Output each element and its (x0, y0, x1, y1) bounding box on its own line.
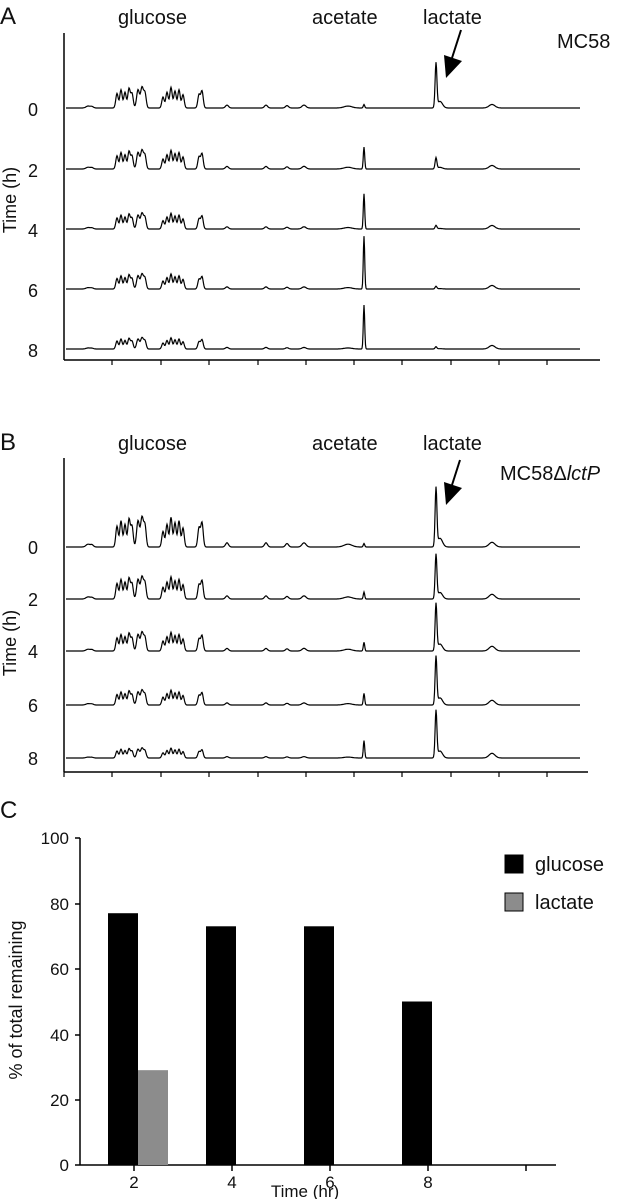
chart-bars (108, 913, 432, 1165)
panel-a-acetate-label: acetate (312, 7, 378, 29)
panel-b-time-labels: 0 2 4 6 8 (28, 538, 38, 769)
panel-a-lactate-arrow (444, 29, 462, 78)
panel-b: B glucose acetate lactate MC58ΔlctP Time… (0, 429, 601, 777)
panel-b-trace-8h (66, 709, 580, 759)
chart-y-tick-label: 20 (50, 1091, 69, 1110)
chart-y-tick-label: 0 (60, 1156, 69, 1175)
panel-b-strain-italic: lctP (567, 463, 601, 485)
panel-a-traces (66, 62, 580, 350)
legend-swatch-lactate (504, 892, 524, 912)
panel-a-trace-0h (66, 62, 580, 109)
panel-b-x-ticks (63, 772, 548, 777)
chart-y-tick-labels: 0 20 40 60 80 100 (41, 829, 69, 1175)
chart-x-tick-label: 8 (423, 1173, 432, 1192)
panel-a-letter: A (0, 3, 16, 30)
chart-x-tick-label: 6 (325, 1173, 334, 1192)
panel-b-letter: B (0, 429, 16, 456)
panel-b-trace-4h (66, 602, 580, 652)
panel-b-time-label-8: 8 (28, 749, 38, 769)
chart-y-tick-label: 100 (41, 829, 69, 848)
panel-a-trace-2h (66, 146, 580, 170)
bar-glucose-6 (304, 926, 334, 1165)
chart-x-ticks (133, 1165, 527, 1171)
panel-a-trace-8h (66, 304, 580, 350)
panel-a-trace-6h (66, 236, 580, 290)
panel-b-time-label-4: 4 (28, 642, 38, 662)
panel-b-trace-6h (66, 655, 580, 706)
panel-b-trace-2h (66, 553, 580, 600)
chart-legend: glucose lactate (504, 854, 604, 914)
bar-glucose-4 (206, 926, 236, 1165)
panel-a-strain-label: MC58 (557, 31, 610, 53)
panel-a: A glucose acetate lactate MC58 Time (h) … (0, 3, 610, 365)
legend-swatch-glucose (504, 854, 524, 874)
panel-b-y-axis-label: Time (h) (0, 610, 20, 676)
panel-a-time-label-8: 8 (28, 341, 38, 361)
chart-x-axis-label: Time (hr) (271, 1182, 339, 1199)
panel-b-acetate-label: acetate (312, 433, 378, 455)
panel-b-time-label-2: 2 (28, 590, 38, 610)
panel-b-time-label-6: 6 (28, 696, 38, 716)
panel-a-trace-4h (66, 193, 580, 230)
bar-glucose-8 (402, 1001, 432, 1165)
legend-label-lactate: lactate (535, 892, 594, 914)
chart-x-tick-label: 4 (227, 1173, 236, 1192)
legend-label-glucose: glucose (535, 854, 604, 876)
bar-glucose-2 (108, 913, 138, 1165)
panel-b-strain-label: MC58ΔlctP (500, 463, 601, 485)
chart-y-tick-label: 40 (50, 1026, 69, 1045)
panel-b-strain-name: MC58Δ (500, 463, 567, 485)
panel-a-y-axis-label: Time (h) (0, 167, 20, 233)
panel-b-lactate-arrow (444, 459, 462, 505)
chart-y-ticks (75, 837, 80, 1166)
panel-b-glucose-label: glucose (118, 433, 187, 455)
panel-b-traces (66, 486, 580, 759)
panel-a-time-label-0: 0 (28, 100, 38, 120)
panel-a-strain-name: MC58 (557, 31, 610, 53)
panel-b-trace-0h (66, 486, 580, 548)
panel-a-time-label-2: 2 (28, 161, 38, 181)
chart-y-axis-label: % of total remaining (6, 920, 26, 1079)
chart-x-tick-label: 2 (129, 1173, 138, 1192)
panel-a-time-labels: 0 2 4 6 8 (28, 100, 38, 361)
panel-c: C % of total remaining 0 20 40 60 80 100 (0, 797, 604, 1199)
bar-lactate-2 (138, 1070, 168, 1165)
panel-b-time-label-0: 0 (28, 538, 38, 558)
panel-a-time-label-6: 6 (28, 281, 38, 301)
panel-b-lactate-label: lactate (423, 433, 482, 455)
panel-a-time-label-4: 4 (28, 221, 38, 241)
panel-a-lactate-label: lactate (423, 7, 482, 29)
panel-a-x-ticks (111, 360, 548, 365)
chart-y-tick-label: 60 (50, 960, 69, 979)
chart-y-tick-label: 80 (50, 895, 69, 914)
panel-c-letter: C (0, 797, 17, 824)
chart-x-tick-labels: 2 4 6 8 (129, 1173, 432, 1192)
panel-a-glucose-label: glucose (118, 7, 187, 29)
